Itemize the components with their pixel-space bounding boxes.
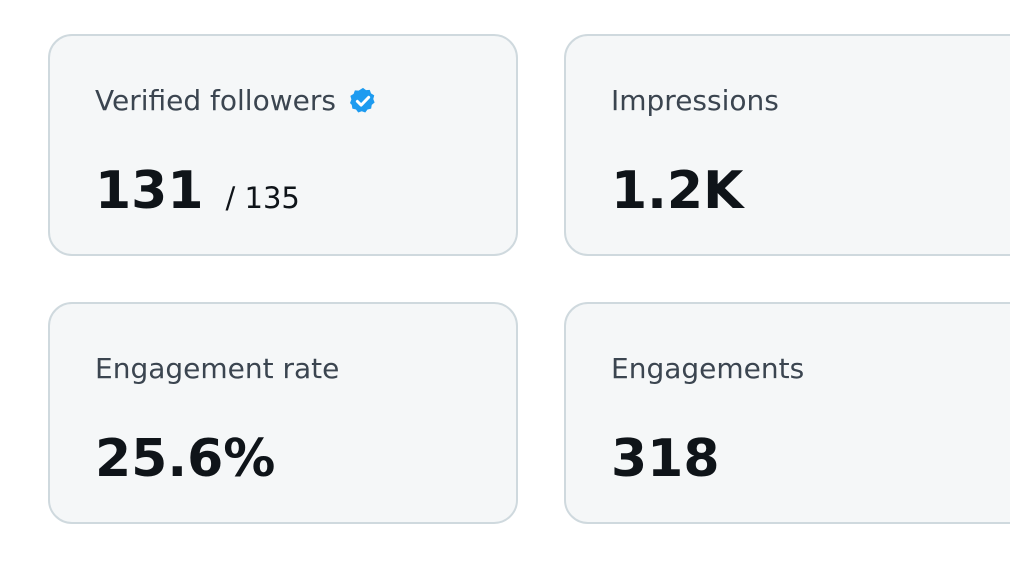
stat-card: Impressions 1.2K (564, 34, 1010, 256)
stat-label: Engagements (611, 352, 805, 385)
stat-value: 131 (95, 161, 204, 221)
stat-card: Engagement rate 25.6% (48, 302, 518, 524)
stat-card: Verified followers 131 / 135 (48, 34, 518, 256)
stat-label-row: Verified followers (95, 84, 378, 118)
stat-label: Engagement rate (95, 352, 340, 385)
stat-value: 25.6% (95, 429, 276, 489)
stat-total: / 135 (225, 181, 300, 215)
stat-label: Impressions (611, 84, 779, 117)
stat-card: Engagements 318 (564, 302, 1010, 524)
verified-badge (349, 87, 375, 113)
stat-value: 1.2K (611, 161, 744, 221)
stat-value-row: 131 / 135 (95, 160, 300, 229)
stat-value: 318 (611, 429, 720, 489)
stat-label: Verified followers (95, 84, 336, 117)
